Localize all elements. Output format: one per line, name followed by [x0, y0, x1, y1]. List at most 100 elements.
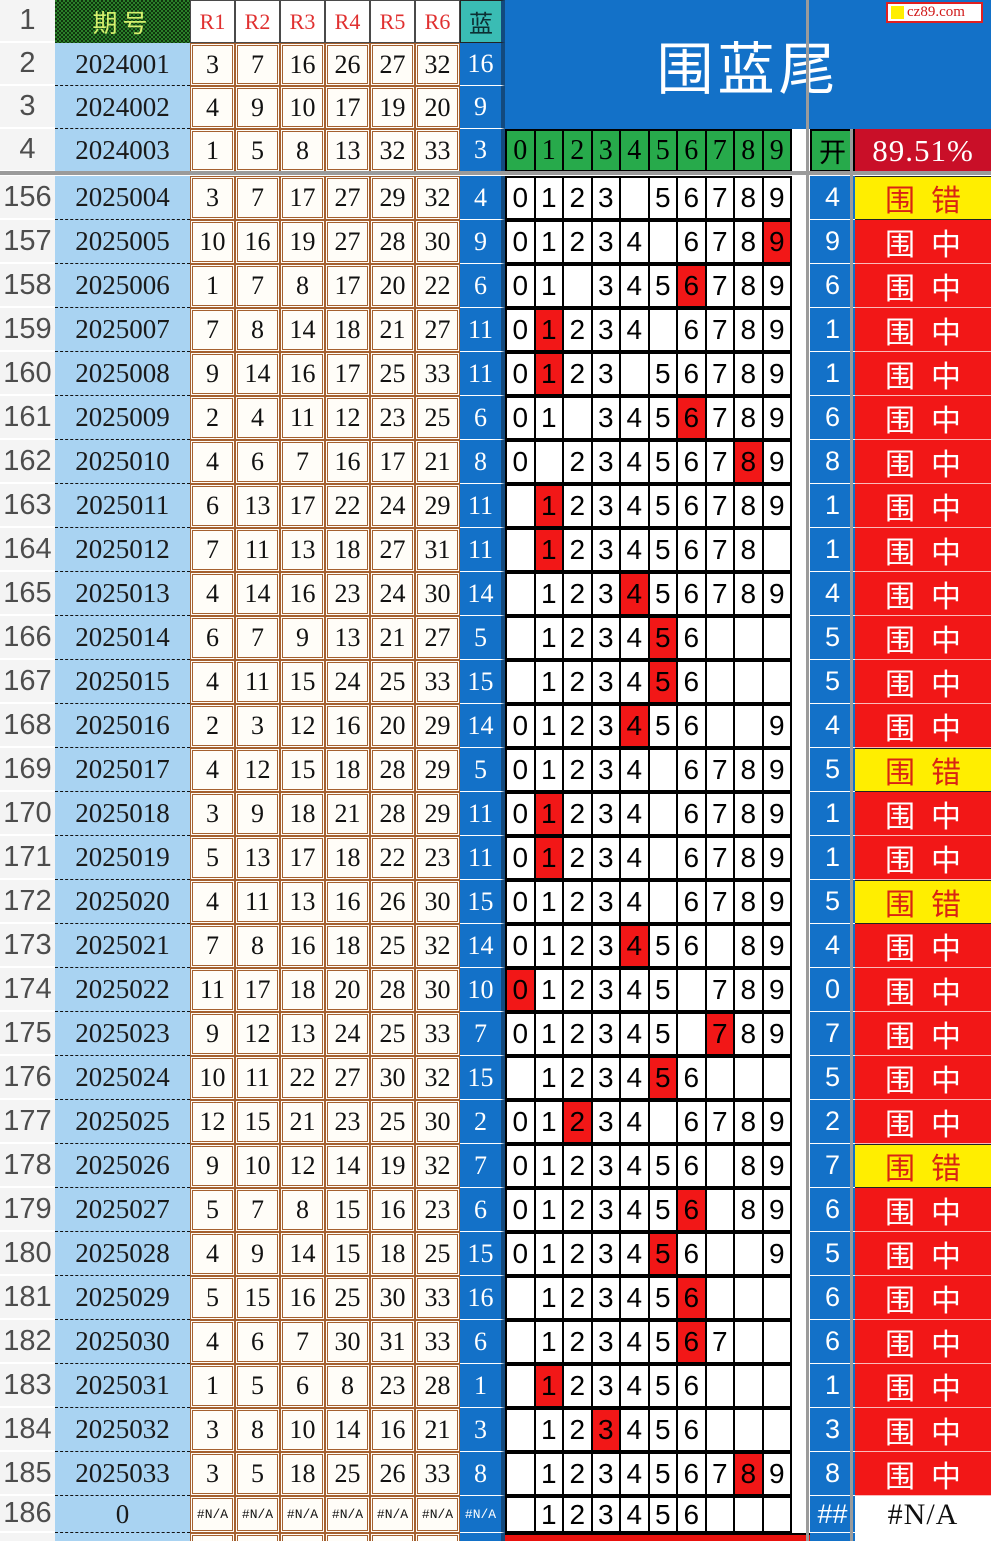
row-number: 172: [0, 880, 55, 924]
digit-cell-hit: 1: [533, 1364, 564, 1408]
red-ball-cell: 10: [235, 1144, 280, 1188]
watermark-badge[interactable]: cz89.com: [886, 2, 983, 23]
digit-cell: 4: [619, 1496, 650, 1533]
red-ball-cell: 29: [415, 792, 460, 836]
digit-cell: 3: [590, 1364, 621, 1408]
red-ball-cell: 29: [415, 484, 460, 528]
blue-ball-cell: 16: [460, 1276, 505, 1320]
result-cell: 围中: [855, 1452, 991, 1496]
top-rows: 2 2024001 3 7 16 26 27 32 16 3 2024002 4 9 10 17 19 20 9 4…: [0, 43, 991, 172]
blue-ball-cell: 7: [460, 1012, 505, 1056]
result-cell: 围中: [855, 1056, 991, 1100]
red-ball-cell: 15: [325, 1232, 370, 1276]
result-cell: 围中: [855, 616, 991, 660]
digit-cell: 9: [761, 176, 792, 220]
digit-header-cell: 1: [533, 129, 564, 172]
blue-ball-cell: 11: [460, 836, 505, 880]
period-cell: 2024002: [55, 86, 190, 129]
corner-row-number: 1: [0, 0, 55, 43]
row-number: 176: [0, 1056, 55, 1100]
red-ball-cell: 5: [235, 1452, 280, 1496]
digit-cell: 7: [704, 352, 735, 396]
digit-cell: 4: [619, 308, 650, 352]
digit-cell: 6: [676, 220, 707, 264]
digit-cell: 3: [590, 572, 621, 616]
period-cell: 2025006: [55, 264, 190, 308]
blue-ball-cell: 5: [460, 616, 505, 660]
blue-ball-cell: 8: [460, 1452, 505, 1496]
red-ball-cell: 16: [235, 220, 280, 264]
red-ball-cell: 20: [415, 86, 460, 129]
red-ball-cell: 10: [280, 86, 325, 129]
red-ball-cell: 15: [280, 660, 325, 704]
digit-cell: 4: [619, 1188, 650, 1232]
result-cell: 围中: [855, 660, 991, 704]
digit-cell: 4: [619, 1144, 650, 1188]
red-ball-cell: 8: [280, 264, 325, 308]
digit-cell: 4: [619, 1056, 650, 1100]
red-ball-cell: 3: [235, 704, 280, 748]
digit-cell: 9: [761, 792, 792, 836]
result-cell: 围中: [855, 220, 991, 264]
digit-cell: 6: [676, 440, 707, 484]
red-ball-cell: 26: [370, 880, 415, 924]
red-ball-cell: 22: [415, 264, 460, 308]
blue-ball-cell: 14: [460, 704, 505, 748]
digit-cell: 1: [533, 572, 564, 616]
blue-ball-cell: 6: [460, 1188, 505, 1232]
red-ball-cell: 18: [370, 1232, 415, 1276]
red-ball-cell: [235, 1533, 280, 1541]
period-cell: 2025024: [55, 1056, 190, 1100]
red-ball-cell: 16: [280, 352, 325, 396]
digit-cell: 2: [562, 176, 593, 220]
red-ball-cell: 25: [325, 1452, 370, 1496]
digit-cell: 8: [733, 308, 764, 352]
blue-ball-cell: 11: [460, 484, 505, 528]
red-ball-cell: 9: [190, 1144, 235, 1188]
digit-cell: 4: [619, 616, 650, 660]
red-ball-cell: 25: [370, 352, 415, 396]
digit-cell: 9: [761, 748, 792, 792]
digit-cell: 2: [562, 1452, 593, 1496]
digit-cell: 4: [619, 1320, 650, 1364]
digit-cell: 6: [676, 1056, 707, 1100]
row-number: 179: [0, 1188, 55, 1232]
digit-cell: 8: [733, 1144, 764, 1188]
table-row: 161 2025009 2 4 11 12 23 25 6 0 1 3 4 5 6 7 8 9 6 围中: [0, 396, 991, 440]
red-ball-cell: 22: [280, 1056, 325, 1100]
red-ball-cell: 9: [235, 86, 280, 129]
digit-cell: [505, 1496, 536, 1533]
red-ball-cell: 23: [370, 1364, 415, 1408]
open-cell: 8: [810, 440, 855, 484]
digit-cell-hit: 0: [505, 968, 536, 1012]
red-column-header: R1: [190, 0, 235, 43]
red-ball-cell: 4: [190, 86, 235, 129]
digit-cell: 3: [590, 1496, 621, 1533]
red-ball-cell: 28: [370, 220, 415, 264]
digit-cell: 5: [647, 572, 678, 616]
digit-cell: 5: [647, 1496, 678, 1533]
row-number: 171: [0, 836, 55, 880]
digit-cell: [505, 528, 536, 572]
digit-cell: 6: [676, 836, 707, 880]
digit-cell: 0: [505, 1232, 536, 1276]
digit-cell: [733, 1056, 764, 1100]
digit-cell-hit: 8: [733, 440, 764, 484]
digit-cell: [704, 704, 735, 748]
digit-cell: [733, 1320, 764, 1364]
period-cell: 2025004: [55, 176, 190, 220]
red-ball-cell: 15: [235, 1276, 280, 1320]
digit-cell-hit: 5: [647, 660, 678, 704]
row-number: 158: [0, 264, 55, 308]
digit-cell: 4: [619, 792, 650, 836]
row-number: 2: [0, 43, 55, 86]
digit-cell: 5: [647, 1144, 678, 1188]
red-ball-cell: 33: [415, 1012, 460, 1056]
open-cell: 5: [810, 1056, 855, 1100]
open-cell: 5: [810, 880, 855, 924]
red-ball-cell: 12: [235, 748, 280, 792]
digit-cell: 8: [733, 880, 764, 924]
digit-cell-hit: 3: [590, 1408, 621, 1452]
